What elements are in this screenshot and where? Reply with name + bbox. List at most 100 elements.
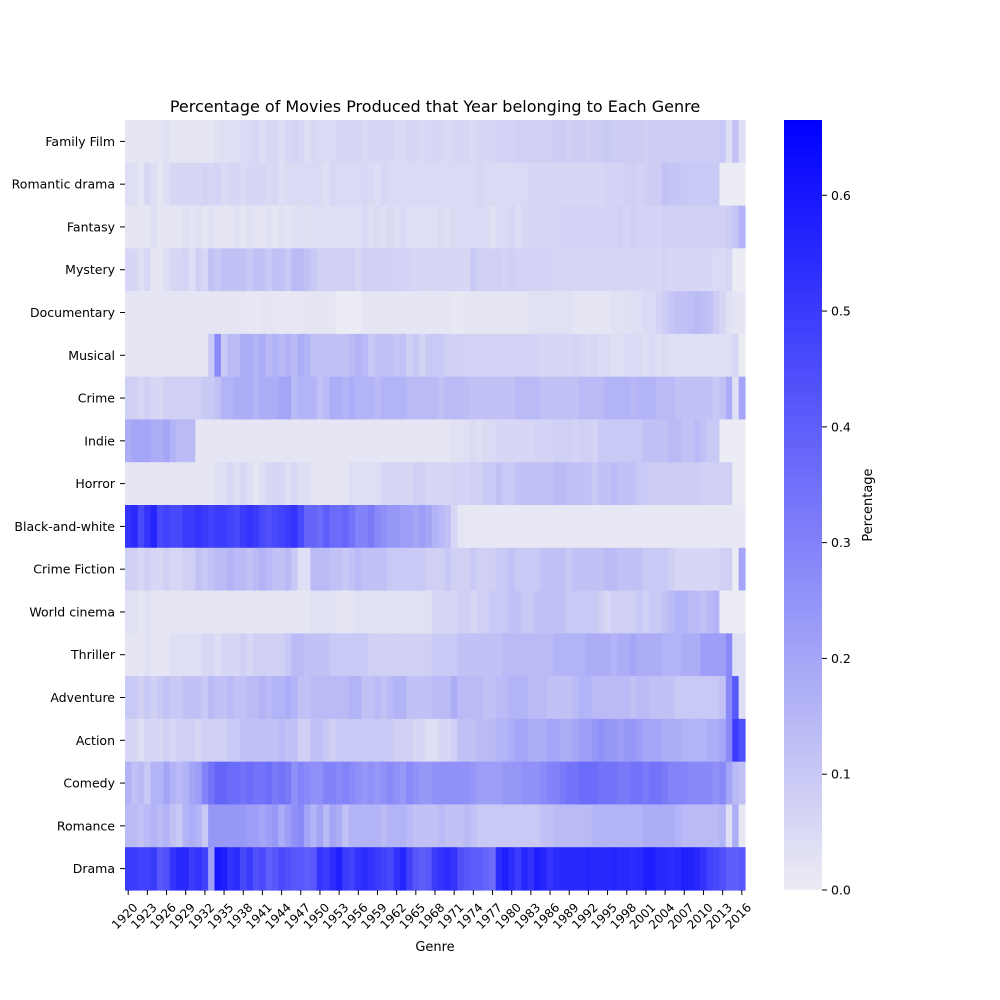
heatmap-cell (278, 333, 286, 378)
heatmap-cell (329, 205, 337, 249)
heatmap-cell (125, 248, 132, 292)
heatmap-cell (597, 633, 605, 677)
heatmap-cell (457, 248, 465, 292)
heatmap-cell (201, 462, 209, 506)
heatmap-cell (521, 205, 529, 249)
heatmap-cell (527, 676, 535, 720)
heatmap-cell (578, 676, 586, 720)
heatmap-cell (246, 376, 254, 421)
heatmap-cell (713, 205, 721, 249)
heatmap-cell (591, 505, 599, 549)
heatmap-cell (649, 248, 657, 292)
heatmap-cell (642, 248, 650, 292)
heatmap-cell (252, 162, 260, 207)
heatmap-cell (233, 120, 241, 164)
heatmap-cell (431, 718, 439, 763)
heatmap-cell (137, 633, 145, 677)
heatmap-cell (419, 248, 427, 292)
heatmap-cell (303, 291, 311, 335)
heatmap-cell (131, 676, 139, 720)
heatmap-cell (476, 162, 484, 207)
heatmap-cell (406, 804, 414, 848)
heatmap-cell (610, 419, 618, 463)
heatmap-cell (585, 333, 593, 378)
heatmap-cell (214, 291, 222, 335)
heatmap-cell (713, 505, 721, 549)
heatmap-cell (201, 804, 209, 848)
heatmap-cell (303, 462, 311, 506)
heatmap-cell (604, 205, 612, 249)
heatmap-cell (310, 547, 318, 592)
heatmap-cell (540, 590, 548, 634)
heatmap-cell (636, 162, 644, 207)
heatmap-cell (227, 804, 235, 848)
heatmap-cell (156, 248, 164, 292)
heatmap-cell (508, 162, 516, 207)
heatmap-cell (374, 333, 382, 378)
heatmap-cell (131, 590, 139, 634)
heatmap-cell (227, 676, 235, 720)
heatmap-cell (208, 505, 216, 549)
heatmap-cell (227, 590, 235, 634)
heatmap-cell (259, 547, 267, 592)
heatmap-cell (463, 633, 471, 677)
heatmap-cell (125, 120, 132, 164)
heatmap-cell (623, 676, 631, 720)
heatmap-cell (642, 590, 650, 634)
heatmap-cell (252, 205, 260, 249)
heatmap-cell (425, 205, 433, 249)
heatmap-cell (489, 120, 497, 164)
heatmap-cell (719, 462, 727, 506)
heatmap-cell (629, 847, 637, 891)
heatmap-cell (738, 462, 746, 506)
heatmap-cell (348, 804, 356, 848)
heatmap-cell (540, 505, 548, 549)
heatmap-cell (156, 847, 164, 891)
heatmap-cell (144, 291, 152, 335)
heatmap-cell (623, 505, 631, 549)
heatmap-cell (719, 376, 727, 421)
heatmap-cell (425, 462, 433, 506)
heatmap-cell (425, 419, 433, 463)
heatmap-cell (668, 205, 676, 249)
heatmap-cell (323, 718, 331, 763)
heatmap-cell (144, 633, 152, 677)
heatmap-cell (655, 633, 663, 677)
heatmap-cell (342, 462, 350, 506)
heatmap-cell (310, 462, 318, 506)
heatmap-cell (514, 804, 522, 848)
heatmap-cell (681, 333, 689, 378)
heatmap-cell (310, 162, 318, 207)
heatmap-cell (137, 505, 145, 549)
heatmap-cell (252, 291, 260, 335)
heatmap-cell (233, 419, 241, 463)
heatmap-cell (246, 333, 254, 378)
heatmap-cell (125, 804, 132, 848)
heatmap-cell (719, 633, 727, 677)
heatmap-cell (732, 248, 740, 292)
heatmap-cell (476, 547, 484, 592)
heatmap-cell (713, 676, 721, 720)
heatmap-cell (329, 633, 337, 677)
heatmap-cell (521, 419, 529, 463)
heatmap-cell (527, 590, 535, 634)
heatmap-cell (540, 419, 548, 463)
heatmap-cell (214, 162, 222, 207)
heatmap-cell (335, 590, 343, 634)
heatmap-cell (303, 590, 311, 634)
colorbar-axis: 0.00.10.20.30.40.50.6 (822, 188, 851, 898)
heatmap-cell (335, 419, 343, 463)
heatmap-cell (399, 120, 407, 164)
heatmap-cell (700, 633, 708, 677)
heatmap-cell (738, 419, 746, 463)
heatmap-cell (406, 376, 414, 421)
heatmap-cell (233, 376, 241, 421)
heatmap-cell (156, 162, 164, 207)
heatmap-cell (342, 847, 350, 891)
heatmap-cell (201, 333, 209, 378)
heatmap-cell (534, 804, 542, 848)
heatmap-cell (693, 376, 701, 421)
heatmap-cell (156, 761, 164, 806)
heatmap-cell (342, 291, 350, 335)
heatmap-cell (636, 333, 644, 378)
